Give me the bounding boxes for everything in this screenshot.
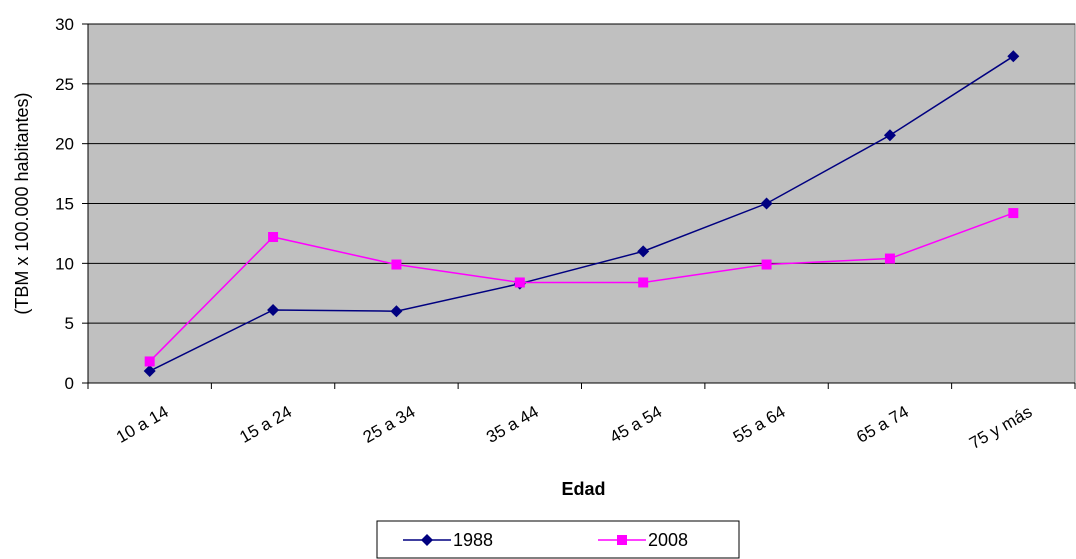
legend-marker [617,535,627,545]
gridlines [88,23,1075,324]
y-tick-label: 5 [65,314,74,333]
y-tick-labels: 0 5 10 15 20 25 30 [55,15,74,393]
data-point [638,277,649,288]
data-point [390,305,403,318]
x-tick-label: 75 y más [966,402,1035,453]
x-axis-title: Edad [561,479,605,499]
series-line [149,55,1014,372]
series-1988 [143,50,1020,378]
x-tick-label: 45 a 54 [607,402,666,447]
legend: 1988 2008 [376,520,740,559]
data-point [760,197,773,210]
data-point [884,253,895,264]
x-tick-label: 10 a 14 [113,402,172,447]
legend-marker [421,534,433,546]
data-point [514,277,525,288]
x-tick-labels: 10 a 14 15 a 24 25 a 34 35 a 44 45 a 54 55 a … [113,402,1035,453]
data-point [391,259,402,270]
x-tick-label: 15 a 24 [236,402,295,447]
y-tick-label: 15 [55,195,74,214]
series-2008 [144,208,1019,367]
legend-entry-2008: 2008 [598,530,688,550]
legend-entry-1988: 1988 [403,530,493,550]
data-point [143,365,156,378]
y-tick-label: 10 [55,254,74,273]
series-group [143,50,1020,378]
data-point [144,356,155,367]
x-tick-label: 55 a 64 [730,402,789,447]
y-tick-label: 25 [55,75,74,94]
y-tick-label: 0 [65,374,74,393]
data-point [637,245,650,258]
x-tick-label: 25 a 34 [360,402,419,447]
legend-label: 1988 [453,530,493,550]
legend-label: 2008 [648,530,688,550]
data-point [1008,208,1019,219]
x-tick-label: 65 a 74 [853,402,912,447]
y-tick-label: 20 [55,135,74,154]
axes [82,23,1076,389]
y-axis-title: (TBM x 100.000 habitantes) [12,92,32,314]
data-point [1007,50,1020,63]
series-line [149,212,1014,362]
data-point [883,129,896,142]
data-point [267,304,280,317]
y-tick-label: 30 [55,15,74,34]
x-tick-label: 35 a 44 [483,402,542,447]
data-point [761,259,772,270]
data-point [268,232,279,243]
